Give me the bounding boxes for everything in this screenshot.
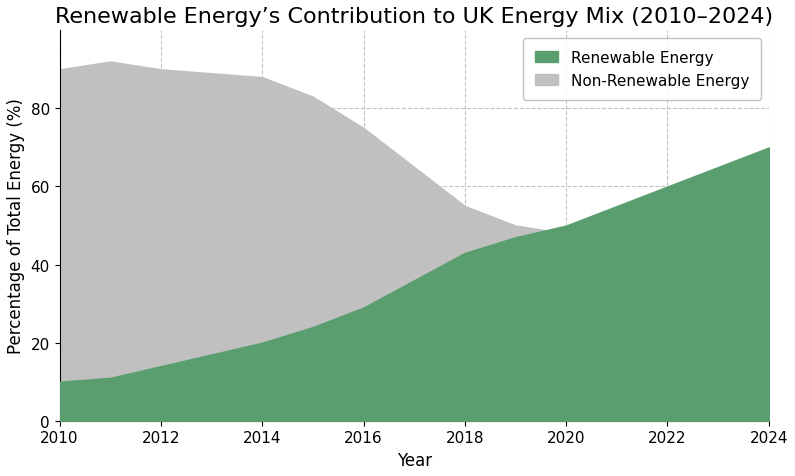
Y-axis label: Percentage of Total Energy (%): Percentage of Total Energy (%) <box>7 99 25 354</box>
Legend: Renewable Energy, Non-Renewable Energy: Renewable Energy, Non-Renewable Energy <box>523 39 761 101</box>
Title: Renewable Energy’s Contribution to UK Energy Mix (2010–2024): Renewable Energy’s Contribution to UK En… <box>55 7 774 27</box>
X-axis label: Year: Year <box>397 451 432 469</box>
